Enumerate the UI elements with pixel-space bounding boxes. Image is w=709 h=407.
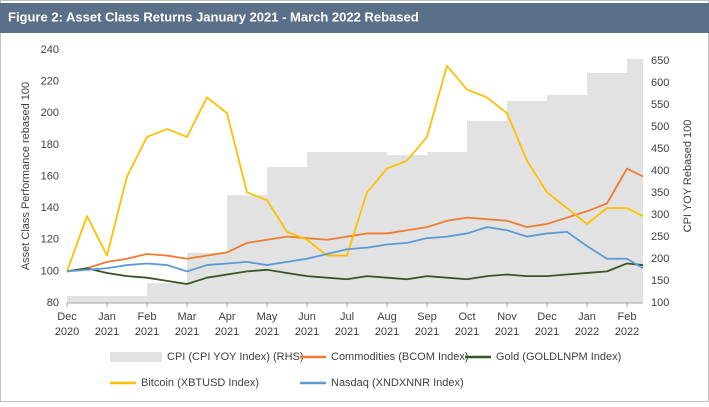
header-band <box>0 3 709 33</box>
x-tick-label: Jan 2022 <box>575 311 599 338</box>
y2-tick-label: 150 <box>651 275 669 287</box>
x-tick-label: May 2021 <box>255 311 279 338</box>
x-tick-label: Feb 2022 <box>615 311 639 338</box>
legend-label: Nasdaq (XNDXNNR Index) <box>331 377 464 389</box>
cpi-bar <box>67 295 107 303</box>
y2-tick-label: 400 <box>651 165 669 177</box>
y-tick-label: 220 <box>41 76 59 88</box>
cpi-bar <box>547 94 587 303</box>
y-tick-label: 200 <box>41 107 59 119</box>
cpi-bar <box>627 58 643 303</box>
y2-tick-label: 100 <box>651 297 669 309</box>
y-tick-label: 120 <box>41 234 59 246</box>
cpi-bar <box>467 120 507 303</box>
x-tick-label: Jul 2021 <box>335 311 359 338</box>
y2-axis-label: CPI YOY Rebased 100 <box>682 120 694 233</box>
legend-swatch <box>110 352 162 362</box>
y2-tick-label: 600 <box>651 77 669 89</box>
x-tick-label: Jun 2021 <box>295 311 319 338</box>
y2-tick-label: 450 <box>651 143 669 155</box>
x-tick-label: Oct 2021 <box>455 311 479 338</box>
cpi-bar <box>147 283 187 303</box>
cpi-bar <box>267 167 307 303</box>
legend-label: Bitcoin (XBTUSD Index) <box>141 377 259 389</box>
y-axis-label: Asset Class Performance rebased 100 <box>20 82 32 270</box>
y2-tick-label: 250 <box>651 231 669 243</box>
y2-tick-label: 500 <box>651 121 669 133</box>
cpi-bar <box>307 152 347 303</box>
x-tick-label: Apr 2021 <box>215 311 239 338</box>
y-tick-label: 180 <box>41 139 59 151</box>
y2-tick-label: 200 <box>651 253 669 265</box>
x-tick-label: Mar 2021 <box>175 311 199 338</box>
cpi-bar <box>587 72 627 303</box>
y-tick-label: 100 <box>41 265 59 277</box>
y2-tick-label: 300 <box>651 209 669 221</box>
x-tick-label: Dec 2020 <box>55 311 79 338</box>
cpi-bar <box>507 101 547 303</box>
cpi-bar <box>427 152 467 303</box>
chart-title: Figure 2: Asset Class Returns January 20… <box>8 9 419 24</box>
cpi-bar <box>107 295 147 303</box>
cpi-bar <box>387 155 427 303</box>
y2-tick-label: 550 <box>651 99 669 111</box>
series-line <box>66 64 644 272</box>
y-tick-label: 80 <box>47 297 59 309</box>
legend-label: CPI (CPI YOY Index) (RHS) <box>167 351 304 363</box>
y-tick-label: 140 <box>41 202 59 214</box>
series-line <box>66 262 644 285</box>
legend-label: Commodities (BCOM Index) <box>331 351 469 363</box>
y2-tick-label: 350 <box>651 187 669 199</box>
x-tick-label: Nov 2021 <box>495 311 519 338</box>
series-line <box>66 226 644 273</box>
legend-label: Gold (GOLDLNPM Index) <box>496 351 621 363</box>
y2-tick-label: 650 <box>651 55 669 67</box>
x-tick-label: Dec 2021 <box>535 311 559 338</box>
x-tick-label: Sep 2021 <box>415 311 439 338</box>
y-tick-label: 160 <box>41 170 59 182</box>
y-tick-label: 240 <box>41 44 59 56</box>
x-tick-label: Feb 2021 <box>135 311 159 338</box>
x-tick-label: Jan 2021 <box>95 311 119 338</box>
series-line <box>66 167 644 273</box>
x-tick-label: Aug 2021 <box>375 311 399 338</box>
